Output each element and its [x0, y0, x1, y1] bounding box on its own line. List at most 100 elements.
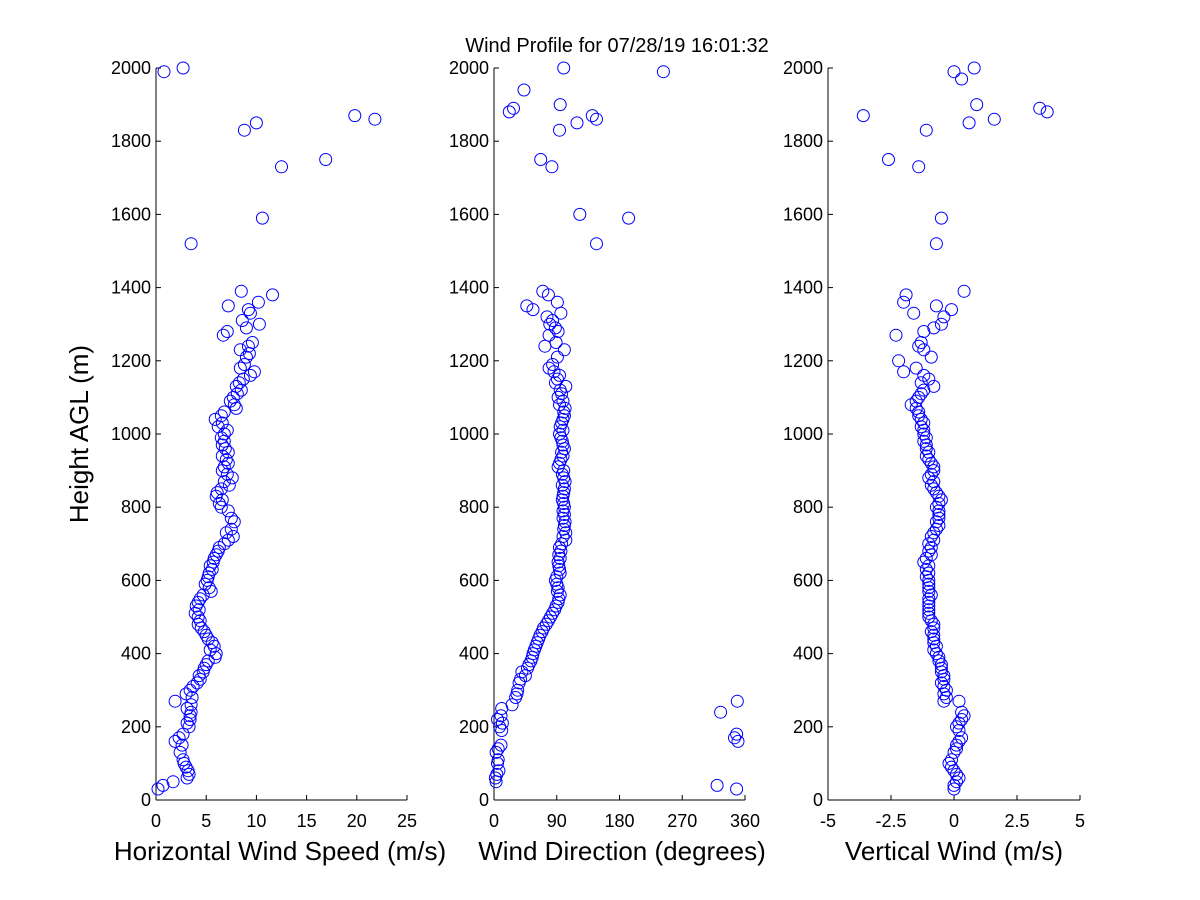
vw-data-point [917, 368, 931, 382]
dir-data-point [491, 713, 504, 726]
vw-data-point [955, 705, 969, 719]
hws-data-point [180, 702, 194, 715]
hws-data-point [242, 347, 256, 360]
hws-data-point [252, 317, 266, 331]
hws-data-point [196, 665, 210, 679]
hws-data-point [177, 756, 191, 770]
hws-data-point [266, 288, 279, 302]
vw-data-point [934, 665, 948, 679]
hws-data-point [183, 683, 197, 697]
hws-data-point [184, 698, 198, 712]
dir-data-point [507, 101, 520, 115]
dir-data-point [493, 720, 507, 734]
vw-data-point [952, 724, 966, 737]
hws-data-point [208, 650, 222, 664]
hws-data-point [157, 65, 171, 79]
vw-data-point [1040, 105, 1054, 119]
dir-y-tick-label: 800 [459, 497, 489, 517]
vw-data-point [937, 669, 951, 683]
horizontal-wind-speed-axes: 0 200 400 600 800 1000 1200 1400 1600 1800 2000 0 5 1… [111, 58, 417, 831]
hws-data-point [198, 577, 212, 591]
dir-data-point [656, 65, 670, 79]
dir-data-point [489, 745, 503, 759]
vw-data-point [922, 471, 936, 485]
dir-data-point [548, 603, 562, 617]
vw-data-point [937, 310, 951, 324]
vw-data-point [952, 694, 966, 708]
vw-data-point [922, 453, 936, 467]
hws-data-point [197, 625, 211, 639]
dir-data-point [550, 350, 564, 364]
vw-data-point [922, 445, 936, 459]
vw-data-point [924, 456, 938, 470]
vw-data-point [950, 738, 963, 752]
vw-data-point [927, 464, 941, 478]
hws-data-point [232, 376, 246, 390]
hws-data-point [214, 482, 228, 496]
hws-data-point [237, 358, 251, 371]
hws-data-point [179, 760, 193, 774]
vw-data-point [897, 295, 911, 309]
hws-data-point [225, 471, 239, 485]
hws-y-tick-label: 200 [121, 717, 151, 737]
dir-data-point [546, 606, 560, 620]
vw-data-point [917, 434, 931, 448]
hws-data-point [215, 438, 229, 452]
dir-data-point [590, 237, 603, 251]
vw-data-point [952, 771, 966, 785]
dir-data-point [526, 303, 540, 317]
hws-data-point [180, 771, 194, 785]
vw-data-point [899, 288, 913, 302]
hws-data-point [217, 405, 231, 419]
dir-data-point [570, 116, 584, 130]
vw-data-point [924, 625, 938, 639]
vw-x-tick-label: -2.5 [875, 811, 906, 831]
hws-y-tick-label: 1200 [111, 351, 151, 371]
hws-data-point [183, 709, 197, 723]
dir-data-point [731, 734, 745, 748]
dir-data-point [544, 610, 557, 624]
hws-y-tick-label: 2000 [111, 58, 151, 78]
vw-data-point [947, 778, 961, 792]
vw-x-tick-label: 0 [949, 811, 959, 831]
vw-data-point [904, 398, 918, 412]
dir-data-point [551, 325, 565, 338]
vw-data-point [929, 299, 943, 313]
dir-data-point [538, 339, 552, 353]
hws-data-point [224, 511, 238, 525]
vw-data-point [922, 584, 936, 598]
vw-data-point [924, 541, 938, 554]
hws-data-point [221, 504, 235, 518]
dir-data-point [509, 691, 523, 704]
dir-data-point [494, 709, 508, 723]
vw-x-tick-label: 2.5 [1004, 811, 1029, 831]
vw-data-point [937, 687, 951, 701]
vw-data-point [927, 482, 941, 496]
hws-data-point [190, 676, 204, 690]
vw-data-point [957, 284, 971, 298]
hws-data-point [182, 720, 196, 734]
dir-data-point [550, 584, 564, 598]
vw-y-tick-label: 1000 [783, 424, 823, 444]
hws-y-tick-label: 800 [121, 497, 151, 517]
vw-data-point [932, 497, 946, 510]
vw-y-tick-label: 1400 [783, 278, 823, 298]
hws-data-point [221, 299, 235, 313]
dir-data-point [710, 778, 724, 792]
vertical-wind-points [856, 61, 1054, 796]
dir-data-point [495, 716, 509, 730]
vw-data-point [922, 559, 936, 573]
vw-data-point [919, 449, 933, 463]
dir-data-point [551, 390, 565, 404]
vw-data-point [914, 412, 928, 426]
dir-data-point [555, 478, 569, 492]
hws-data-point [182, 767, 196, 781]
vw-data-point [919, 570, 933, 584]
vw-data-point [922, 592, 936, 606]
hws-data-point [227, 515, 241, 529]
dir-y-tick-label: 1400 [449, 278, 489, 298]
vw-y-tick-label: 0 [813, 790, 823, 810]
vertical-wind-axes: 0 200 400 600 800 1000 1200 1400 1600 1800 2000 -5 -… [783, 58, 1085, 831]
horizontal-wind-speed-points [151, 61, 382, 796]
dir-y-tick-label: 1600 [449, 204, 489, 224]
